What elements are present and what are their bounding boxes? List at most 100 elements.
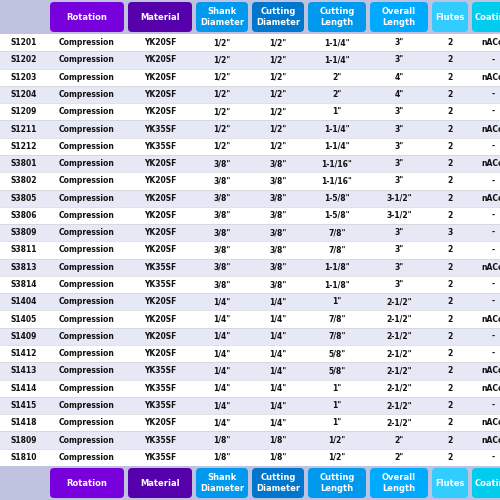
Text: nACo: nACo: [482, 159, 500, 168]
Text: 1/2": 1/2": [214, 72, 230, 82]
Text: S3801: S3801: [11, 159, 37, 168]
Text: Compression: Compression: [59, 246, 115, 254]
Text: S1412: S1412: [11, 349, 37, 358]
Text: 2: 2: [448, 418, 452, 428]
Text: -: -: [492, 176, 494, 186]
Text: 1/2": 1/2": [328, 436, 345, 444]
Text: S1201: S1201: [11, 38, 37, 47]
Bar: [0, 276, 500, 293]
Text: S1809: S1809: [11, 436, 37, 444]
Text: 3": 3": [394, 142, 404, 151]
Text: 3/8": 3/8": [270, 280, 286, 289]
Text: 2: 2: [448, 401, 452, 410]
Text: 3": 3": [394, 176, 404, 186]
Bar: [0, 207, 500, 224]
Text: 1/8": 1/8": [214, 453, 230, 462]
Text: YK35SF: YK35SF: [144, 401, 176, 410]
Text: 1": 1": [332, 418, 342, 428]
Text: 3": 3": [394, 280, 404, 289]
Text: 2-1/2": 2-1/2": [386, 332, 412, 341]
Text: 1/4": 1/4": [214, 332, 230, 341]
Text: -: -: [492, 90, 494, 99]
Text: S1409: S1409: [11, 332, 37, 341]
Text: 1/4": 1/4": [270, 298, 286, 306]
Text: 7/8": 7/8": [328, 246, 346, 254]
Text: 2": 2": [332, 90, 342, 99]
Text: 2: 2: [448, 263, 452, 272]
Text: 7/8": 7/8": [328, 228, 346, 237]
Bar: [0, 190, 500, 207]
Text: 2: 2: [448, 436, 452, 444]
Bar: [0, 155, 500, 172]
Text: YK20SF: YK20SF: [144, 176, 176, 186]
Text: 2: 2: [448, 108, 452, 116]
Text: Rotation: Rotation: [66, 478, 108, 488]
Text: 3/8": 3/8": [270, 263, 286, 272]
Bar: [0, 138, 500, 155]
Text: YK20SF: YK20SF: [144, 298, 176, 306]
Bar: [0, 242, 500, 258]
Text: S3806: S3806: [11, 211, 37, 220]
Bar: [0, 120, 500, 138]
Text: nACo: nACo: [482, 263, 500, 272]
Text: YK20SF: YK20SF: [144, 314, 176, 324]
Text: nACo: nACo: [482, 418, 500, 428]
Text: Compression: Compression: [59, 418, 115, 428]
Text: 3/8": 3/8": [270, 159, 286, 168]
Text: Compression: Compression: [59, 124, 115, 134]
Text: Compression: Compression: [59, 176, 115, 186]
Text: 2: 2: [448, 314, 452, 324]
Text: 3-1/2": 3-1/2": [386, 194, 412, 202]
Text: 4": 4": [394, 90, 404, 99]
Text: Compression: Compression: [59, 211, 115, 220]
Text: YK20SF: YK20SF: [144, 211, 176, 220]
Bar: [0, 68, 500, 86]
Text: 2: 2: [448, 332, 452, 341]
Bar: [0, 345, 500, 362]
Bar: [0, 0, 48, 34]
Text: 1/2": 1/2": [270, 56, 286, 64]
Text: 1/4": 1/4": [214, 401, 230, 410]
Text: 1": 1": [332, 384, 342, 392]
Text: Compression: Compression: [59, 56, 115, 64]
Text: 2-1/2": 2-1/2": [386, 314, 412, 324]
Text: 1/2": 1/2": [328, 453, 345, 462]
FancyBboxPatch shape: [252, 2, 304, 32]
Text: 3/8": 3/8": [214, 194, 230, 202]
Text: 3": 3": [394, 263, 404, 272]
Text: 1/4": 1/4": [270, 314, 286, 324]
Text: Compression: Compression: [59, 453, 115, 462]
Text: 2-1/2": 2-1/2": [386, 401, 412, 410]
Text: 3/8": 3/8": [214, 280, 230, 289]
Text: -: -: [492, 56, 494, 64]
Text: 1-1/8": 1-1/8": [324, 263, 350, 272]
Text: YK35SF: YK35SF: [144, 436, 176, 444]
Text: 3": 3": [394, 56, 404, 64]
FancyBboxPatch shape: [128, 468, 192, 498]
Text: YK35SF: YK35SF: [144, 263, 176, 272]
Text: 2: 2: [448, 211, 452, 220]
Text: Compression: Compression: [59, 194, 115, 202]
Text: S1204: S1204: [11, 90, 37, 99]
Text: 3/8": 3/8": [270, 176, 286, 186]
Text: 2": 2": [394, 453, 404, 462]
Bar: [0, 397, 500, 414]
Text: 1/4": 1/4": [214, 349, 230, 358]
Bar: [0, 448, 500, 466]
Text: Compression: Compression: [59, 90, 115, 99]
Text: S1203: S1203: [11, 72, 37, 82]
Text: YK20SF: YK20SF: [144, 72, 176, 82]
Text: 1": 1": [332, 108, 342, 116]
Text: 2: 2: [448, 246, 452, 254]
Text: 1/8": 1/8": [270, 453, 286, 462]
Text: -: -: [492, 349, 494, 358]
Text: 4": 4": [394, 72, 404, 82]
Text: S3811: S3811: [11, 246, 37, 254]
Text: 1-1/16": 1-1/16": [322, 159, 352, 168]
Text: S1211: S1211: [11, 124, 37, 134]
Text: 2: 2: [448, 124, 452, 134]
Text: 2: 2: [448, 72, 452, 82]
Text: YK20SF: YK20SF: [144, 56, 176, 64]
Text: S1212: S1212: [11, 142, 37, 151]
Text: YK20SF: YK20SF: [144, 38, 176, 47]
